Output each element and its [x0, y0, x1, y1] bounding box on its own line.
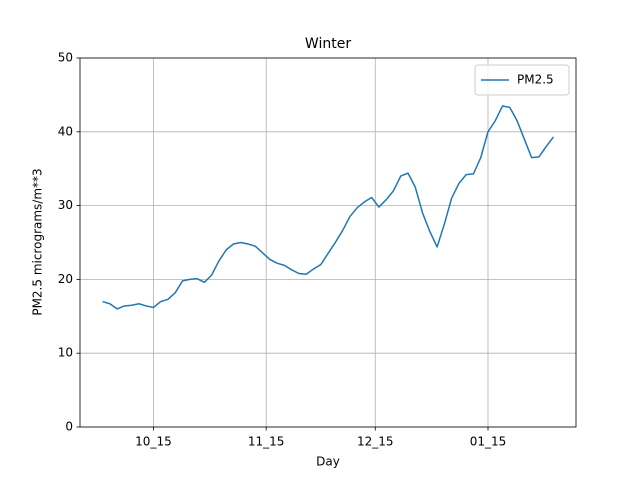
- y-tick-label: 40: [58, 124, 73, 138]
- y-tick-label: 0: [65, 420, 73, 434]
- plot-frame: [79, 57, 577, 428]
- legend: PM2.5: [474, 64, 570, 96]
- y-tick-label: 20: [58, 272, 73, 286]
- y-tick-label: 30: [58, 198, 73, 212]
- line-series: [102, 105, 555, 310]
- legend-box: [474, 64, 570, 96]
- x-tick-label: 11_15: [248, 435, 285, 449]
- legend-label: PM2.5: [517, 73, 554, 87]
- x-tick-label: 12_15: [357, 435, 394, 449]
- x-axis-label: Day: [316, 455, 340, 469]
- y-axis-label: PM2.5 micrograms/m**3: [31, 168, 45, 315]
- y-tick-label: 50: [58, 51, 73, 65]
- y-tick-label: 10: [58, 346, 73, 360]
- x-tick-label: 01_15: [470, 435, 507, 449]
- x-tick-label: 10_15: [135, 435, 172, 449]
- chart-title: Winter: [305, 36, 351, 52]
